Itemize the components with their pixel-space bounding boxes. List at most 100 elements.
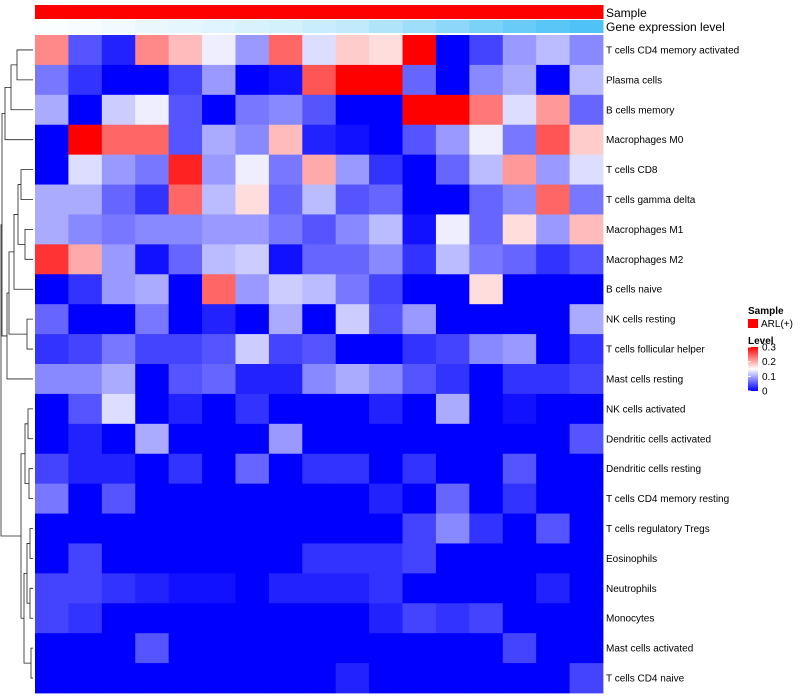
heatmap-cell [135, 154, 170, 185]
heatmap-cell [268, 423, 303, 455]
heatmap-cell [369, 364, 403, 395]
heatmap-cell [68, 423, 103, 455]
heatmap-cell [536, 244, 570, 275]
heatmap-cell [536, 274, 570, 305]
heatmap-cell [569, 154, 604, 185]
heatmap-cell [369, 393, 403, 425]
heatmap-cell [268, 184, 303, 215]
heatmap-cell [469, 543, 504, 574]
dendrogram-branch [26, 318, 33, 350]
gene-expression-annotation-cell [569, 20, 604, 33]
heatmap-cell [402, 124, 437, 156]
heatmap-cell [502, 244, 537, 275]
heatmap-cell [502, 94, 537, 126]
heatmap-cell [369, 663, 403, 694]
heatmap-cell [502, 364, 537, 395]
legend-sample-title: Sample [748, 306, 784, 317]
heatmap-cell [502, 453, 537, 485]
heatmap-cell [68, 184, 103, 215]
heatmap-cell [168, 393, 203, 425]
heatmap-cell [135, 35, 170, 66]
heatmap-cell [135, 513, 170, 544]
heatmap-cell [268, 543, 303, 574]
heatmap-cell [435, 124, 470, 156]
heatmap-cell [402, 663, 437, 694]
heatmap-cell [569, 483, 604, 514]
heatmap-cell [68, 274, 103, 305]
legend-tick-label: 0.2 [762, 357, 776, 368]
heatmap-cell [35, 364, 69, 395]
heatmap-cell [469, 35, 504, 66]
heatmap-cell [435, 513, 470, 544]
heatmap-cell [168, 94, 203, 126]
heatmap-cell [101, 184, 136, 215]
heatmap-cell [502, 154, 537, 185]
heatmap-cell [268, 603, 303, 634]
heatmap-cell [235, 244, 270, 275]
heatmap-cell [135, 453, 170, 485]
heatmap-cell [502, 483, 537, 514]
heatmap-cell [35, 483, 69, 514]
heatmap-cell [335, 364, 370, 395]
heatmap-cell [268, 393, 303, 425]
heatmap-cell [369, 35, 403, 66]
heatmap-cell [268, 453, 303, 485]
heatmap-cell [569, 334, 604, 365]
heatmap-cell [502, 513, 537, 544]
row-label: Macrophages M0 [606, 135, 684, 146]
heatmap-cell [35, 35, 69, 66]
heatmap-cell [268, 124, 303, 156]
heatmap-cell [536, 483, 570, 514]
heatmap-cell [502, 423, 537, 455]
heatmap-cell [536, 154, 570, 185]
heatmap-cell [302, 453, 337, 485]
heatmap-cell [402, 393, 437, 425]
heatmap-cell [569, 124, 604, 156]
heatmap-cell [435, 274, 470, 305]
heatmap-cell [135, 274, 170, 305]
heatmap-cell [35, 423, 69, 455]
heatmap-cell [435, 393, 470, 425]
gene-expression-annotation-cell [435, 20, 470, 33]
heatmap-cell [268, 274, 303, 305]
sample-annotation-cell [335, 5, 370, 19]
heatmap-cell [268, 513, 303, 544]
heatmap-cell [202, 543, 236, 574]
heatmap-cell [202, 483, 236, 514]
heatmap-cell [101, 573, 136, 604]
heatmap-cell [135, 423, 170, 455]
heatmap-cell [135, 393, 170, 425]
heatmap-cell [202, 35, 236, 66]
heatmap-cell [335, 513, 370, 544]
heatmap-cell [101, 304, 136, 335]
heatmap-cell [35, 124, 69, 156]
heatmap-cell [335, 214, 370, 245]
heatmap-cell [435, 64, 470, 96]
heatmap-cell [168, 453, 203, 485]
heatmap-cell [502, 573, 537, 604]
sample-annotation-cell [402, 5, 437, 19]
heatmap-cell [536, 453, 570, 485]
heatmap-cell [202, 244, 236, 275]
gene-expression-annotation-cell [68, 20, 103, 33]
heatmap-cell [402, 184, 437, 215]
heatmap-cell [469, 513, 504, 544]
heatmap-cell [369, 543, 403, 574]
heatmap-cell [469, 124, 504, 156]
heatmap-cell [469, 453, 504, 485]
heatmap-cell [302, 423, 337, 455]
gene-expression-annotation-cell [335, 20, 370, 33]
heatmap-cell [335, 633, 370, 664]
heatmap-cell [101, 633, 136, 664]
heatmap-cell [302, 214, 337, 245]
heatmap-cell [335, 453, 370, 485]
heatmap-cell [569, 364, 604, 395]
sample-annotation-cell [268, 5, 303, 19]
sample-annotation-cell [168, 5, 203, 19]
heatmap-cell [369, 334, 403, 365]
heatmap-cell [135, 663, 170, 694]
heatmap-cell [302, 393, 337, 425]
heatmap-cell [369, 573, 403, 604]
heatmap-cell [202, 274, 236, 305]
heatmap-cell [235, 633, 270, 664]
